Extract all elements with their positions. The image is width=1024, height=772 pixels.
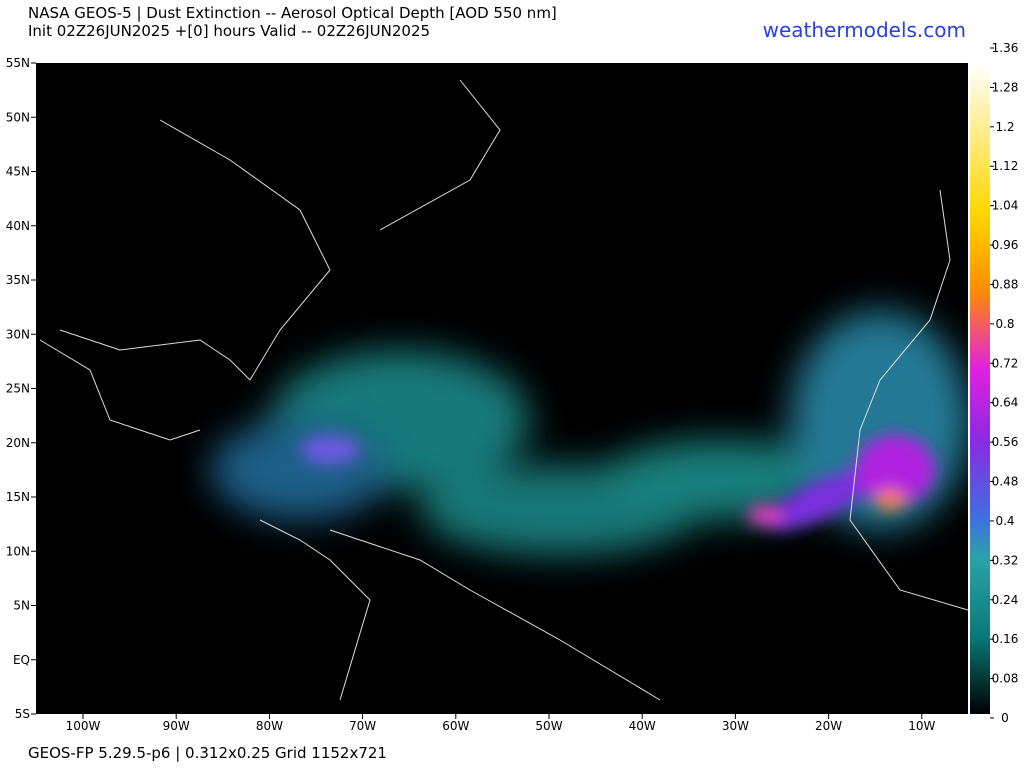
footer: GEOS-FP 5.29.5-p6 | 0.312x0.25 Grid 1152…: [28, 744, 387, 762]
lon-label: 30W: [722, 719, 749, 733]
lat-label: 55N: [6, 56, 30, 70]
lon-label: 20W: [815, 719, 842, 733]
lat-label: 40N: [6, 219, 30, 233]
colorbar-tick-label: 0.32: [992, 553, 1019, 567]
lon-label: 10W: [908, 719, 935, 733]
lat-label: 30N: [6, 327, 30, 341]
colorbar-tick-label: 1.12: [992, 159, 1019, 173]
colorbar-tick-label: 1.28: [992, 80, 1019, 94]
lat-label: 25N: [6, 382, 30, 396]
colorbar-tick-label: 0.56: [992, 435, 1019, 449]
lat-label: 20N: [6, 436, 30, 450]
colorbar-tick-label: 0.96: [992, 238, 1019, 252]
map: [36, 63, 968, 714]
lon-label: 40W: [629, 719, 656, 733]
colorbar-tick-label: 0.64: [992, 396, 1019, 410]
lon-label: 50W: [535, 719, 562, 733]
title: NASA GEOS-5 | Dust Extinction -- Aerosol…: [28, 4, 557, 22]
lat-label: 5N: [13, 599, 30, 613]
colorbar-tick-label: 0.4: [995, 514, 1014, 528]
colorbar-tick-label: 0.88: [992, 277, 1019, 291]
lon-label: 70W: [349, 719, 376, 733]
colorbar-tick-label: 0.16: [992, 632, 1019, 646]
lat-label: 50N: [6, 110, 30, 124]
brand: weathermodels.com: [763, 18, 966, 42]
lat-label: 45N: [6, 165, 30, 179]
colorbar-tick-label: 0.48: [992, 475, 1019, 489]
colorbar-tick-label: 0.8: [995, 317, 1014, 331]
colorbar: [970, 63, 990, 714]
colorbar-tick-label: 0.08: [992, 672, 1019, 686]
lat-label: 15N: [6, 490, 30, 504]
colorbar-tick-label: 0.24: [992, 593, 1019, 607]
colorbar-tick-label: 1.2: [995, 120, 1014, 134]
lat-label: 10N: [6, 544, 30, 558]
colorbar-tick-label: 1.36: [992, 41, 1019, 55]
colorbar-tick-label: 0.72: [992, 356, 1019, 370]
lon-label: 90W: [163, 719, 190, 733]
colorbar-tick-label: 0: [1001, 711, 1009, 725]
subtitle: Init 02Z26JUN2025 +[0] hours Valid -- 02…: [28, 22, 430, 40]
colorbar-tick-label: 1.04: [992, 199, 1019, 213]
lat-label: EQ: [13, 653, 30, 667]
lon-label: 100W: [66, 719, 101, 733]
lat-label: 35N: [6, 273, 30, 287]
lon-label: 60W: [442, 719, 469, 733]
lat-label: 5S: [15, 707, 30, 721]
lon-label: 80W: [256, 719, 283, 733]
